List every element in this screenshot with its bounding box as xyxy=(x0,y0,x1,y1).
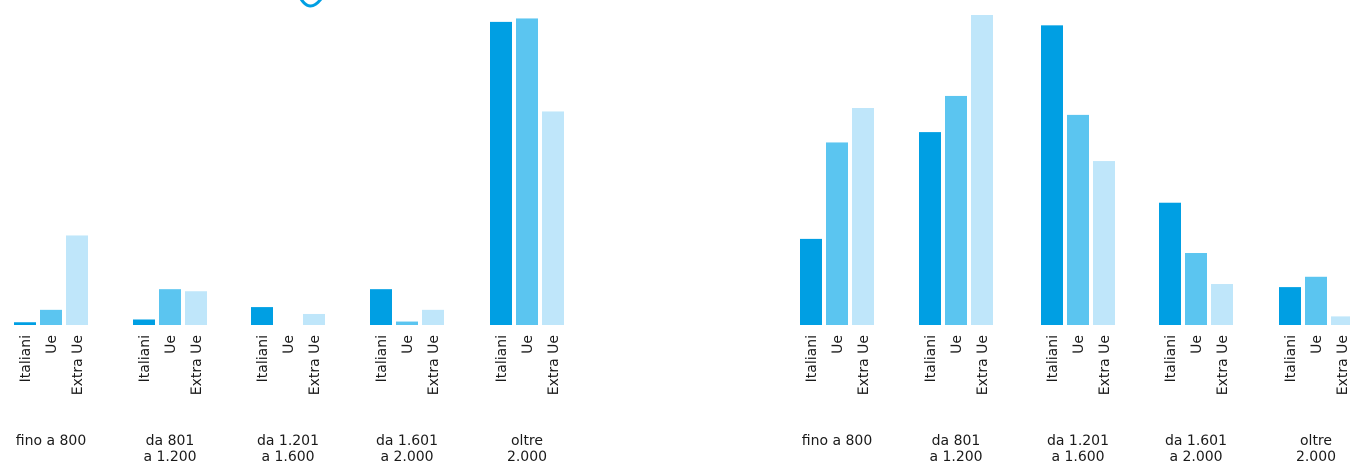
category-label: fino a 800 xyxy=(0,433,106,449)
bar-italiani xyxy=(1159,202,1181,325)
series-tick-label: Italiani xyxy=(494,335,510,382)
series-tick-label: Italiani xyxy=(804,335,820,382)
category-label-line: a 1.200 xyxy=(929,449,983,465)
series-tick-label: Italiani xyxy=(923,335,939,382)
series-tick-label: Italiani xyxy=(137,335,153,382)
category-label-line: 2.000 xyxy=(1295,449,1337,465)
chart-1: Italiani Ue Extra Ue Italiani Ue Extra Ue Ital… xyxy=(14,18,564,395)
category-label-line: fino a 800 xyxy=(801,433,873,449)
bar-extra-ue xyxy=(542,111,564,325)
chart-2: Italiani Ue Extra Ue Italiani Ue Extra Ue Ital… xyxy=(800,15,1350,395)
bar-ue xyxy=(516,18,538,325)
series-tick-label: Ue xyxy=(949,335,965,354)
series-tick-label: Ue xyxy=(830,335,846,354)
bar-extra-ue xyxy=(303,313,325,325)
category-label: da 801 a 1.200 xyxy=(901,433,1011,465)
series-tick-label: Ue xyxy=(44,335,60,354)
series-tick-label: Ue xyxy=(281,335,297,354)
bar-ue xyxy=(40,309,62,325)
bar-extra-ue xyxy=(1093,161,1115,325)
bar-italiani xyxy=(800,238,822,325)
series-tick-label: Italiani xyxy=(1163,335,1179,382)
series-tick-label: Extra Ue xyxy=(546,335,562,395)
bar-ue xyxy=(945,95,967,325)
category-label-line: da 801 xyxy=(145,433,195,449)
bar-italiani xyxy=(133,319,155,325)
series-tick-label: Italiani xyxy=(1045,335,1061,382)
category-label-line: 2.000 xyxy=(506,449,548,465)
series-tick-label: Ue xyxy=(1189,335,1205,354)
bar-ue xyxy=(159,289,181,325)
bar-extra-ue xyxy=(852,108,874,325)
category-label-line: da 1.601 xyxy=(1165,433,1227,449)
category-label-line: a 2.000 xyxy=(1169,449,1223,465)
category-label: da 1.601 a 2.000 xyxy=(352,433,462,465)
series-tick-label: Extra Ue xyxy=(1097,335,1113,395)
series-tick-label: Italiani xyxy=(18,335,34,382)
category-label: fino a 800 xyxy=(782,433,892,449)
bar-extra-ue xyxy=(1211,284,1233,325)
category-label: da 801 a 1.200 xyxy=(115,433,225,465)
bar-italiani xyxy=(251,307,273,325)
series-tick-label: Ue xyxy=(1071,335,1087,354)
category-label: da 1.201 a 1.600 xyxy=(1023,433,1133,465)
category-label-line: da 1.201 xyxy=(257,433,319,449)
bar-extra-ue xyxy=(422,309,444,325)
category-label: da 1.601 a 2.000 xyxy=(1141,433,1251,465)
series-tick-label: Extra Ue xyxy=(975,335,991,395)
series-tick-label: Ue xyxy=(1309,335,1325,354)
category-label-line: a 1.200 xyxy=(143,449,197,465)
bar-extra-ue xyxy=(1331,316,1350,325)
series-tick-label: Italiani xyxy=(255,335,271,382)
bar-ue xyxy=(826,142,848,325)
bar-italiani xyxy=(490,21,512,326)
category-label-line: oltre xyxy=(510,433,543,449)
series-tick-label: Ue xyxy=(400,335,416,354)
series-tick-label: Extra Ue xyxy=(1215,335,1231,395)
category-label: oltre 2.000 xyxy=(472,433,582,465)
series-tick-label: Extra Ue xyxy=(307,335,323,395)
series-tick-label: Extra Ue xyxy=(856,335,872,395)
category-label: oltre 2.000 xyxy=(1261,433,1350,465)
bar-extra-ue xyxy=(971,15,993,325)
bar-italiani xyxy=(14,322,36,325)
bar-ue xyxy=(1305,276,1327,325)
category-label-line: a 1.600 xyxy=(261,449,315,465)
category-label-line: oltre xyxy=(1299,433,1332,449)
series-tick-label: Extra Ue xyxy=(70,335,86,395)
series-tick-label: Extra Ue xyxy=(189,335,205,395)
category-label: da 1.201 a 1.600 xyxy=(233,433,343,465)
category-label-line: a 1.600 xyxy=(1051,449,1105,465)
bar-extra-ue xyxy=(185,291,207,325)
bar-ue xyxy=(1185,253,1207,325)
series-tick-label: Extra Ue xyxy=(1335,335,1350,395)
series-tick-label: Italiani xyxy=(374,335,390,382)
bar-ue xyxy=(396,321,418,325)
series-tick-label: Ue xyxy=(520,335,536,354)
bar-italiani xyxy=(1041,25,1063,325)
category-label-line: da 1.201 xyxy=(1047,433,1109,449)
bar-ue xyxy=(1067,114,1089,325)
series-tick-label: Italiani xyxy=(1283,335,1299,382)
cropped-title-fragment xyxy=(295,0,325,8)
category-label-line: a 2.000 xyxy=(380,449,434,465)
bar-extra-ue xyxy=(66,235,88,325)
bar-italiani xyxy=(1279,287,1301,325)
series-tick-label: Ue xyxy=(163,335,179,354)
bar-italiani xyxy=(919,132,941,325)
category-label-line: fino a 800 xyxy=(15,433,87,449)
category-label-line: da 801 xyxy=(931,433,981,449)
series-tick-label: Extra Ue xyxy=(426,335,442,395)
category-label-line: da 1.601 xyxy=(376,433,438,449)
bar-italiani xyxy=(370,289,392,325)
